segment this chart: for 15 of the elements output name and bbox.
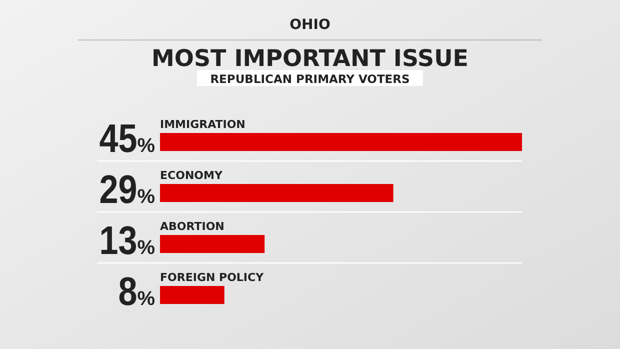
- text: OHIO: [290, 17, 330, 33]
- y-tick-label: FOREIGN POLICY: [160, 271, 265, 284]
- data-label: 29%: [99, 168, 156, 212]
- bar: [160, 286, 224, 304]
- data-label: 45%: [99, 117, 156, 161]
- data-label: 13%: [99, 219, 156, 263]
- bar: [160, 133, 522, 151]
- y-tick-label: ABORTION: [160, 220, 224, 233]
- chart-title: MOST IMPORTANT ISSUE: [152, 46, 468, 72]
- bar: [160, 235, 265, 253]
- y-tick-label: IMMIGRATION: [160, 118, 246, 131]
- chart-subtitle: REPUBLICAN PRIMARY VOTERS: [210, 72, 410, 86]
- data-label: 8%: [118, 270, 156, 314]
- y-tick-label: ECONOMY: [160, 169, 224, 182]
- bar: [160, 184, 394, 202]
